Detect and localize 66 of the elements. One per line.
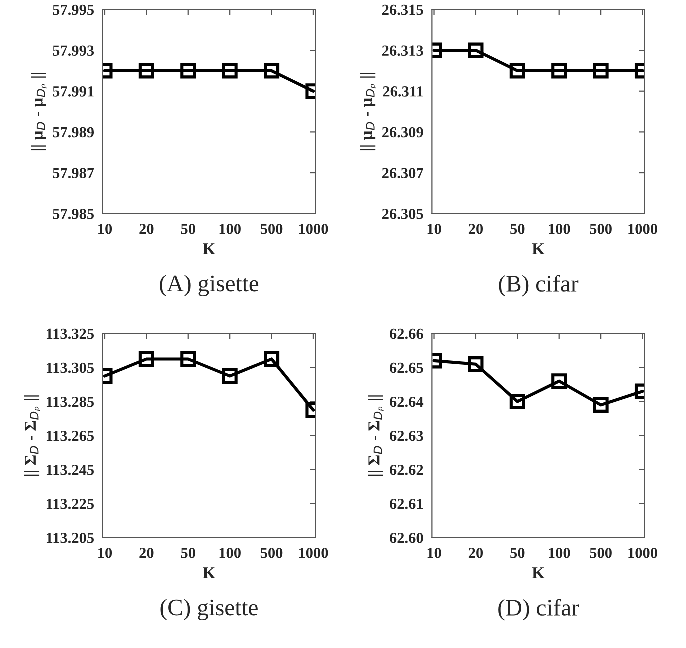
x-tick-label: 50 bbox=[181, 548, 196, 558]
x-tick-label: 1000 bbox=[299, 548, 328, 558]
y-axis-title: || Σ$_{D}$ - Σ$_{Dₚ}$ || bbox=[24, 396, 40, 476]
x-tick-label: 500 bbox=[260, 224, 283, 234]
y-tick-label: 113.245 bbox=[46, 464, 94, 476]
y-tick-label: 113.265 bbox=[46, 430, 94, 442]
y-tick-label: 62.63 bbox=[390, 430, 424, 442]
x-tick-label: 50 bbox=[510, 224, 525, 234]
x-tick-label: 500 bbox=[590, 548, 612, 558]
x-tick-label: 100 bbox=[220, 224, 241, 234]
x-tick-label: 50 bbox=[181, 224, 196, 234]
x-tick-label: 10 bbox=[428, 224, 442, 234]
x-tick-label: 20 bbox=[468, 548, 484, 558]
x-tick-label: 20 bbox=[140, 548, 154, 558]
x-tick-label: 500 bbox=[590, 224, 612, 234]
x-tick-label: 1000 bbox=[628, 548, 658, 558]
x-axis-title: K bbox=[532, 244, 545, 255]
x-tick-label: 10 bbox=[98, 548, 112, 558]
text: (C) gisette bbox=[160, 599, 258, 621]
y-tick-label: 57.989 bbox=[53, 127, 94, 138]
x-axis-title: K bbox=[203, 244, 216, 255]
y-tick-label: 57.993 bbox=[53, 46, 94, 56]
x-tick-label: 20 bbox=[468, 224, 484, 234]
x-tick-label: 100 bbox=[549, 548, 570, 558]
y-tick-label: 113.205 bbox=[46, 532, 94, 544]
x-tick-label: 500 bbox=[260, 548, 283, 558]
y-tick-label: 26.315 bbox=[382, 4, 424, 16]
x-tick-label: 100 bbox=[220, 548, 241, 558]
y-tick-label: 26.309 bbox=[382, 127, 424, 138]
point bbox=[552, 374, 568, 390]
y-tick-label: 113.325 bbox=[46, 328, 94, 340]
x-tick-label: 50 bbox=[510, 548, 525, 558]
y-tick-label: 113.225 bbox=[46, 499, 94, 510]
y-tick-label: 113.305 bbox=[46, 362, 94, 374]
y-tick-label: 62.60 bbox=[390, 532, 424, 544]
y-axis-title: || Σ$_{D}$ - Σ$_{Dₚ}$ || bbox=[368, 396, 384, 476]
text: (D) cifar bbox=[498, 599, 580, 621]
y-axis-title: || μ$_{D}$ - μ$_{Dₚ}$ || bbox=[31, 73, 47, 151]
y-tick-label: 26.311 bbox=[383, 86, 424, 97]
y-tick-label: 62.66 bbox=[390, 328, 424, 340]
y-tick-label: 26.313 bbox=[382, 46, 424, 56]
y-tick-label: 62.64 bbox=[390, 396, 424, 408]
point bbox=[180, 351, 196, 368]
text: (B) cifar bbox=[499, 275, 579, 297]
text: (A) gisette bbox=[160, 275, 259, 297]
x-axis-title: K bbox=[532, 568, 545, 579]
x-tick-label: 10 bbox=[428, 548, 442, 558]
y-tick-label: 62.61 bbox=[390, 499, 424, 510]
point bbox=[222, 368, 238, 384]
x-tick-label: 20 bbox=[140, 224, 154, 234]
y-tick-label: 57.991 bbox=[53, 86, 94, 97]
x-tick-label: 100 bbox=[549, 224, 570, 234]
x-tick-label: 1000 bbox=[628, 224, 658, 234]
x-tick-label: 10 bbox=[98, 224, 112, 234]
y-axis-title: || μ$_{D}$ - μ$_{Dₚ}$ || bbox=[360, 73, 376, 151]
y-tick-label: 26.307 bbox=[382, 168, 424, 179]
y-tick-label: 57.985 bbox=[53, 208, 94, 220]
y-tick-label: 62.62 bbox=[390, 464, 424, 476]
y-tick-label: 57.995 bbox=[53, 4, 94, 16]
y-tick-label: 57.987 bbox=[53, 168, 94, 179]
x-axis-title: K bbox=[203, 568, 216, 579]
x-tick-label: 1000 bbox=[299, 224, 328, 234]
y-tick-label: 26.305 bbox=[382, 208, 424, 220]
point bbox=[510, 394, 526, 410]
y-tick-label: 62.65 bbox=[390, 362, 424, 374]
y-tick-label: 113.285 bbox=[46, 396, 94, 408]
